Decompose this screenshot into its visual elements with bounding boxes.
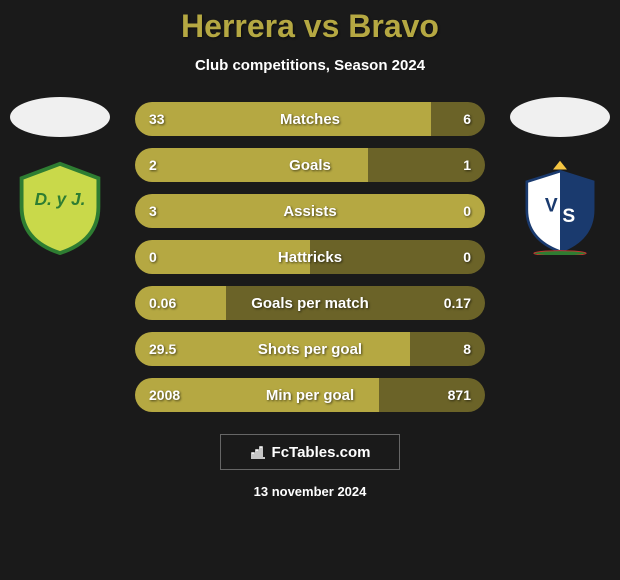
comparison-main: D. y J. V S Matches336Goals21Assists30Ha… — [0, 102, 620, 412]
stat-row: Goals per match0.060.17 — [135, 286, 485, 320]
date-text: 13 november 2024 — [0, 484, 620, 499]
svg-text:D. y J.: D. y J. — [35, 189, 86, 209]
stat-row: Matches33 6 — [135, 102, 485, 136]
stat-value-left: 33 — [135, 102, 179, 136]
svg-text:S: S — [562, 206, 575, 227]
stat-row: Min per goal2008871 — [135, 378, 485, 412]
stat-value-right: 1 — [449, 148, 485, 182]
stat-value-right: 0 — [449, 194, 485, 228]
stat-bars: Matches336Goals21Assists30Hattricks00Goa… — [135, 102, 485, 412]
player-avatar-right — [510, 97, 610, 137]
stat-row: Assists3 0 — [135, 194, 485, 228]
footer-brand[interactable]: FcTables.com — [220, 434, 400, 470]
shield-icon: D. y J. — [12, 159, 108, 255]
stat-label: Matches — [135, 102, 485, 136]
stat-value-left: 0 — [135, 240, 171, 274]
stat-row: Hattricks0 0 — [135, 240, 485, 274]
footer-brand-text: FcTables.com — [272, 444, 371, 461]
stat-value-left: 2008 — [135, 378, 194, 412]
club-badge-left: D. y J. — [10, 157, 110, 257]
chart-icon — [250, 443, 266, 462]
stat-row: Shots per goal29.58 — [135, 332, 485, 366]
stat-value-right: 871 — [434, 378, 485, 412]
stat-label: Goals — [135, 148, 485, 182]
shield-icon: V S — [515, 159, 605, 255]
subtitle: Club competitions, Season 2024 — [0, 57, 620, 74]
stat-value-left: 0.06 — [135, 286, 190, 320]
stat-value-left: 29.5 — [135, 332, 190, 366]
club-badge-right: V S — [510, 157, 610, 257]
stat-value-right: 6 — [449, 102, 485, 136]
stat-value-left: 3 — [135, 194, 171, 228]
stat-row: Goals2 1 — [135, 148, 485, 182]
stat-value-right: 8 — [449, 332, 485, 366]
stat-value-right: 0 — [449, 240, 485, 274]
player-avatar-left — [10, 97, 110, 137]
stat-value-right: 0.17 — [430, 286, 485, 320]
stat-label: Assists — [135, 194, 485, 228]
svg-text:V: V — [545, 195, 558, 216]
page-title: Herrera vs Bravo — [0, 0, 620, 45]
stat-label: Hattricks — [135, 240, 485, 274]
stat-value-left: 2 — [135, 148, 171, 182]
